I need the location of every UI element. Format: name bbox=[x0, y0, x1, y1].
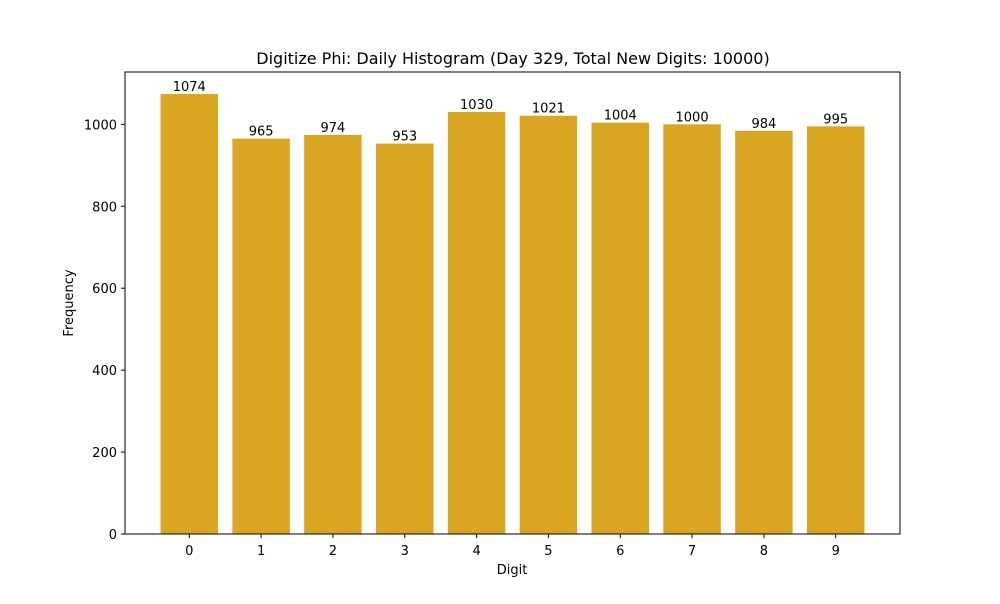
data-label-8: 984 bbox=[751, 117, 776, 132]
x-tick-label-8: 8 bbox=[760, 544, 768, 559]
chart-title: Digitize Phi: Daily Histogram (Day 329, … bbox=[256, 49, 769, 68]
x-tick-label-2: 2 bbox=[329, 544, 337, 559]
bar-9 bbox=[806, 126, 865, 534]
x-axis: 0 1 2 3 4 5 6 7 8 9 bbox=[185, 534, 840, 559]
bar-3 bbox=[376, 143, 434, 534]
bar-5 bbox=[519, 115, 578, 534]
data-label-6: 1004 bbox=[604, 109, 637, 124]
y-tick-label-1000: 1000 bbox=[84, 118, 117, 133]
bar-6 bbox=[591, 122, 649, 534]
data-label-4: 1030 bbox=[460, 98, 493, 113]
data-label-1: 965 bbox=[249, 125, 274, 140]
y-tick-label-600: 600 bbox=[92, 282, 117, 297]
bars-layer: 1074 965 974 953 1030 1021 1004 1000 984 995 bbox=[160, 80, 865, 535]
x-tick-label-5: 5 bbox=[544, 544, 552, 559]
x-tick-label-4: 4 bbox=[472, 544, 480, 559]
y-tick-label-800: 800 bbox=[92, 200, 117, 215]
y-tick-label-200: 200 bbox=[92, 446, 117, 461]
bar-4 bbox=[447, 112, 506, 535]
x-tick-label-7: 7 bbox=[688, 544, 696, 559]
bar-0 bbox=[160, 94, 219, 534]
x-tick-label-9: 9 bbox=[832, 544, 840, 559]
plot-frame bbox=[124, 71, 901, 535]
bar-8 bbox=[735, 130, 793, 534]
data-label-2: 974 bbox=[321, 121, 346, 136]
y-axis-label: Frequency bbox=[62, 269, 77, 336]
bar-1 bbox=[232, 138, 290, 534]
x-tick-label-0: 0 bbox=[185, 544, 193, 559]
data-label-7: 1000 bbox=[676, 110, 709, 125]
x-tick-label-3: 3 bbox=[401, 544, 409, 559]
data-label-3: 953 bbox=[392, 130, 417, 145]
bar-7 bbox=[663, 124, 721, 534]
x-tick-label-1: 1 bbox=[257, 544, 265, 559]
y-tick-label-400: 400 bbox=[92, 364, 117, 379]
y-axis: 0 200 400 600 800 1000 bbox=[84, 118, 125, 543]
y-tick-label-0: 0 bbox=[109, 528, 117, 543]
data-label-0: 1074 bbox=[173, 80, 206, 95]
bar-2 bbox=[304, 134, 362, 535]
data-label-5: 1021 bbox=[532, 102, 565, 117]
data-label-9: 995 bbox=[823, 112, 848, 127]
x-tick-label-6: 6 bbox=[616, 544, 624, 559]
x-axis-label: Digit bbox=[497, 563, 528, 578]
